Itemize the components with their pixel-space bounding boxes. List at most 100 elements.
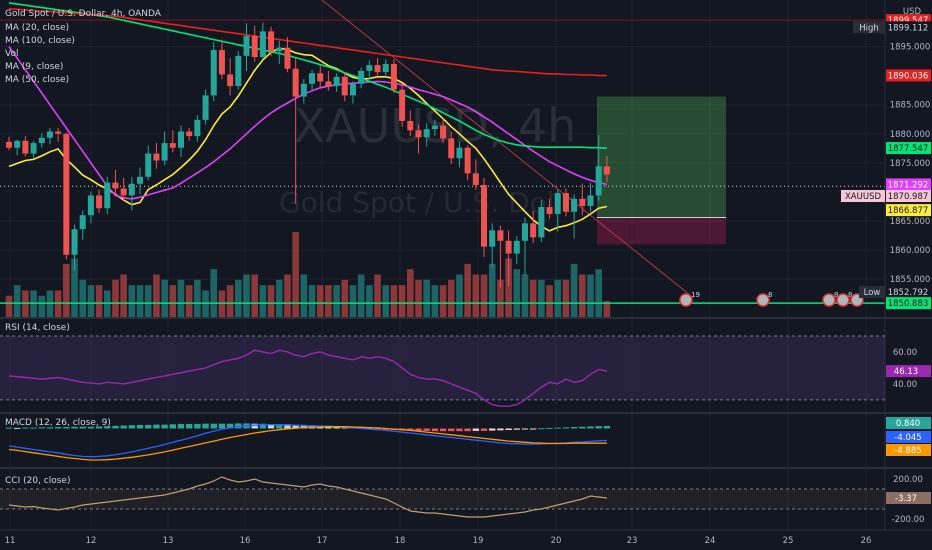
candle-body [284, 47, 291, 69]
rsi-value: 46.13 [894, 367, 918, 377]
candle-body [55, 131, 62, 134]
time-tick-label: 19 [473, 536, 484, 546]
event-badge[interactable]: 8 [756, 291, 772, 307]
macd-histogram-bar [554, 427, 561, 429]
event-badge[interactable]: 19 [679, 291, 700, 307]
candle-body [309, 73, 316, 84]
time-tick-label: 17 [317, 536, 328, 546]
macd-pane[interactable]: 0.840 -4.045 -4.885 [5, 417, 931, 461]
rsi-tick-label: 60.00 [893, 348, 917, 358]
macd-histogram-bar [489, 428, 496, 431]
macd-histogram-bar [120, 425, 127, 429]
volume-bar [521, 274, 529, 317]
macd-histogram-bar [226, 423, 234, 429]
macd-histogram-bar [112, 425, 119, 429]
volume-bar [112, 279, 119, 317]
macd-histogram-bar [284, 424, 291, 429]
time-tick-label: 20 [551, 536, 562, 546]
price-axis-ticks: 1895.000 1885.000 1880.000 1875.000 1865.000… [890, 43, 931, 286]
macd-histogram-bar [235, 423, 242, 429]
legend-ma20[interactable]: MA (20, close) [5, 23, 69, 33]
event-badge-count: 8 [768, 291, 772, 299]
candle-body [276, 47, 283, 52]
price-tag-box [886, 204, 931, 217]
candle-body [87, 195, 94, 216]
candle [300, 79, 307, 104]
volume-bar [357, 274, 365, 317]
candle [374, 58, 381, 77]
macd-histogram-bar [456, 428, 463, 432]
candle-body [38, 137, 45, 144]
candle-body [194, 119, 201, 137]
macd-histogram-bar [276, 424, 283, 429]
time-tick-label: 13 [163, 536, 174, 546]
event-badge[interactable]: 8 [836, 291, 852, 307]
candlesticks[interactable] [6, 22, 610, 288]
candle-body [554, 193, 561, 215]
legend-vol[interactable]: Vol [5, 49, 18, 59]
macd-value-tag [886, 431, 931, 443]
macd-value: -4.885 [894, 446, 921, 456]
volume-bar [333, 285, 340, 317]
volume-bar [243, 274, 250, 317]
legend-ma9[interactable]: MA (9, close) [5, 62, 63, 72]
macd-histogram-bar [587, 426, 594, 429]
candle [333, 73, 340, 92]
candle [259, 22, 266, 60]
price-pane[interactable] [0, 0, 885, 317]
macd-histogram-bar [423, 428, 430, 431]
candle-body [79, 215, 86, 230]
price-tick-label: 1875.000 [890, 159, 931, 169]
macd-histogram-bar [30, 427, 37, 429]
volume-bar [185, 285, 193, 317]
candle [14, 139, 21, 156]
macd-histogram-bar [521, 428, 529, 430]
cci-pane[interactable]: 200.00 -200.00 -3.37 [0, 475, 931, 525]
price-tag-box [886, 142, 931, 155]
volume-bar [513, 269, 521, 317]
macd-histogram-bar [374, 428, 381, 430]
macd-histogram-bar [480, 428, 488, 431]
candle [530, 210, 537, 244]
event-badge[interactable]: 8 [822, 291, 838, 307]
volume-bar [79, 279, 87, 317]
volume-bar [325, 285, 332, 317]
candle [481, 177, 488, 258]
candle-body [407, 120, 414, 131]
candle-body [481, 184, 488, 247]
candle [390, 59, 397, 94]
candle [120, 177, 127, 201]
cci-line [8, 476, 607, 518]
candle-body [464, 147, 471, 174]
price-tag-box [886, 297, 931, 310]
legend-ma50[interactable]: MA (50, close) [5, 75, 69, 85]
macd-signal-line [8, 426, 607, 461]
event-badge-icon [679, 293, 693, 307]
macd-histogram-bar [169, 424, 176, 429]
candle-body [300, 83, 307, 97]
volume-bar [316, 285, 324, 317]
legend-ma100[interactable]: MA (100, close) [5, 36, 75, 46]
candle [456, 141, 463, 168]
candle [243, 23, 250, 71]
macd-value: -4.045 [894, 433, 921, 443]
macd-histogram-bar [145, 424, 152, 429]
volume-bar [366, 285, 373, 317]
candle-body [513, 240, 520, 254]
rsi-pane[interactable]: 60.00 40.00 46.13 [0, 335, 931, 407]
time-axis[interactable]: 11 12 13 16 17 18 19 20 23 24 25 26 [5, 536, 872, 546]
long-position-tool[interactable] [597, 96, 726, 245]
macd-histogram-bar [202, 423, 209, 429]
volume-bar [259, 285, 267, 317]
volume-bar [161, 279, 168, 317]
volume-bar [194, 279, 201, 317]
volume-bar [13, 285, 21, 317]
macd-histogram-bar [218, 423, 226, 429]
volume-bar [308, 285, 316, 317]
candle [423, 123, 430, 147]
candle-body [562, 193, 569, 212]
price-tag-label-box [853, 21, 885, 34]
volume-bar [390, 285, 398, 317]
macd-histogram-bar [95, 426, 103, 429]
